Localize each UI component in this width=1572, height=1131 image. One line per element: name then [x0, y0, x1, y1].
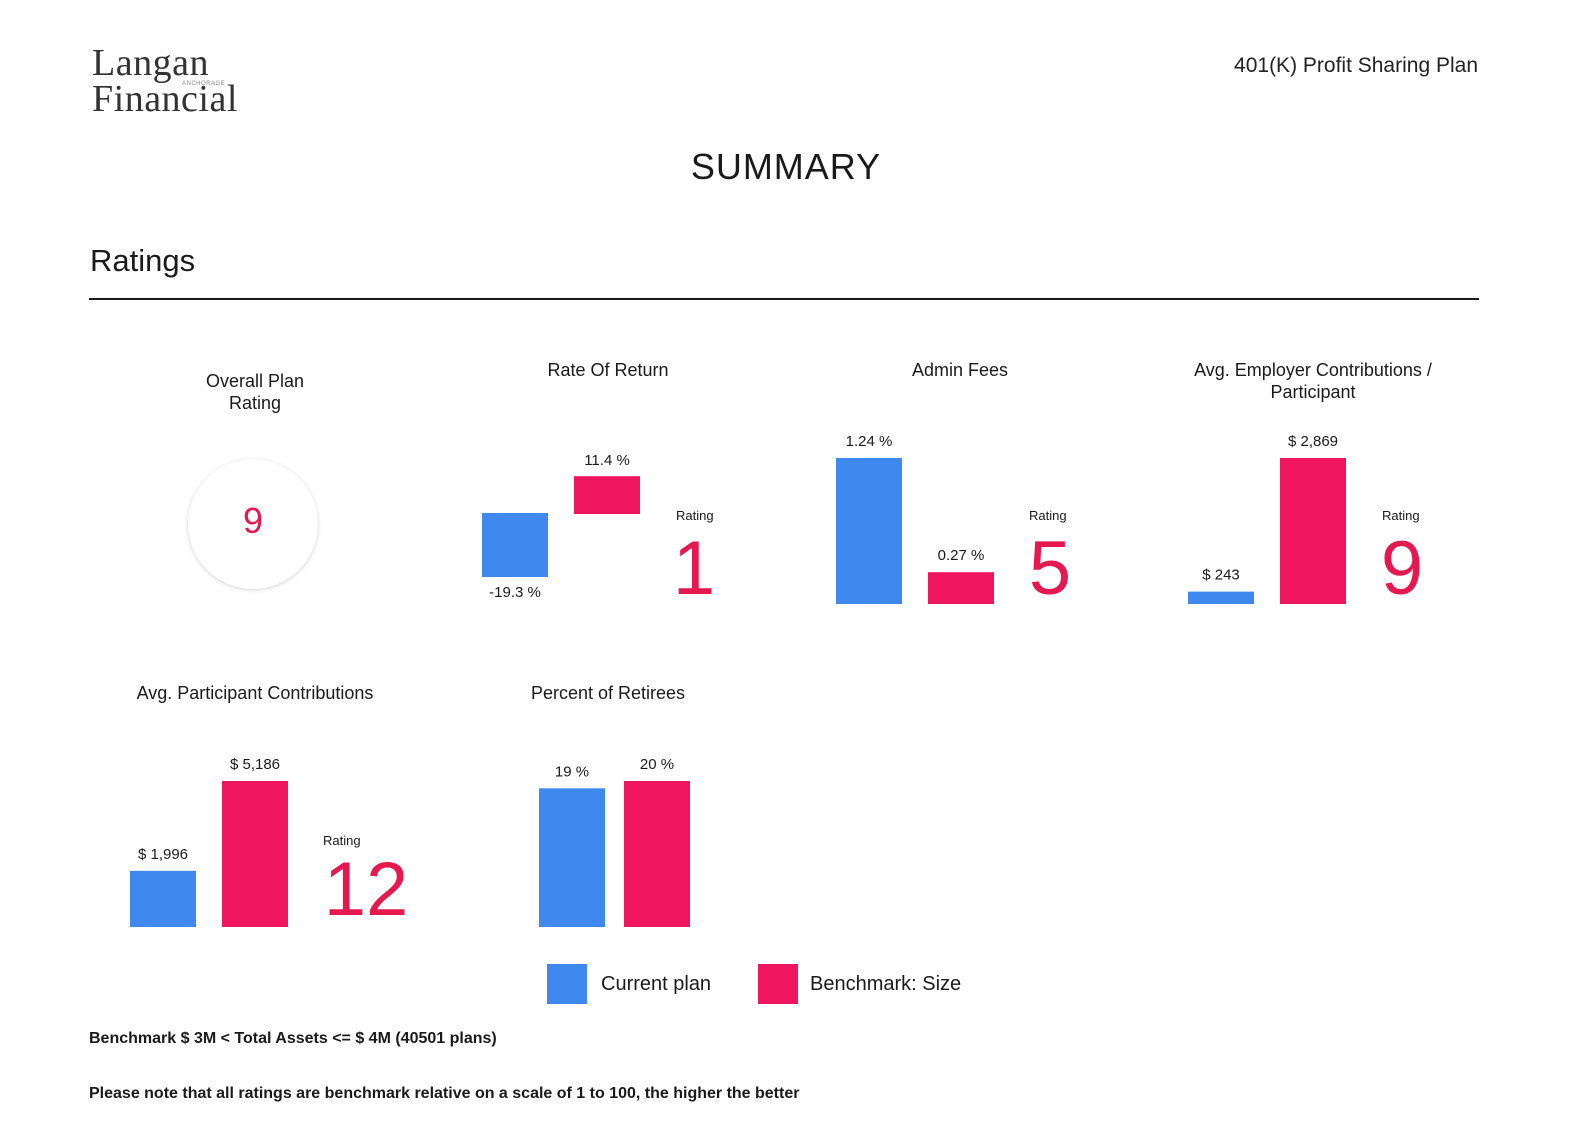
section-divider: [89, 298, 1479, 300]
overall-rating-title-line2: Rating: [228, 393, 282, 413]
overall-rating-gauge: [188, 459, 318, 589]
chart-title-employer-line2: Participant: [1270, 382, 1356, 402]
bar-label-1-current: 1.24 %: [846, 433, 893, 450]
bar-1-benchmark: [928, 572, 994, 604]
bar-4-benchmark: [624, 781, 690, 927]
chart-title-employer-line1: Avg. Employer Contributions /: [1194, 360, 1432, 380]
rating-value-0: 1: [673, 526, 715, 611]
overall-rating-title: Overall Plan Rating: [155, 370, 355, 414]
benchmark-footnote: Benchmark $ 3M < Total Assets <= $ 4M (4…: [89, 1030, 497, 1047]
bar-label-0-benchmark: 11.4 %: [584, 452, 630, 469]
legend-label-benchmark: Benchmark: Size: [810, 973, 962, 995]
rating-label-3: Rating: [323, 833, 361, 848]
rating-label-0: Rating: [676, 508, 714, 523]
bar-1-current: [836, 458, 902, 604]
bar-2-current: [1188, 591, 1254, 604]
chart-title-participant-contributions: Avg. Participant Contributions: [136, 683, 374, 703]
logo-text-line2: Financial: [92, 78, 238, 120]
rating-label-2: Rating: [1382, 508, 1420, 523]
rating-label-1: Rating: [1029, 508, 1067, 523]
chart-title-rate-of-return: Rate Of Return: [547, 360, 669, 380]
bar-label-3-current: $ 1,996: [138, 846, 188, 863]
chart-title-employer-contributions: Avg. Employer Contributions / Participan…: [1143, 359, 1483, 403]
legend-swatch-benchmark: [758, 964, 798, 1004]
legend-label-current-plan: Current plan: [601, 973, 712, 995]
bar-2-benchmark: [1280, 458, 1346, 604]
logo-tagline: ANCHORAGE: [182, 81, 226, 87]
rating-value-3: 12: [324, 847, 409, 932]
bar-label-1-benchmark: 0.27 %: [938, 547, 985, 564]
bar-3-benchmark: [222, 781, 288, 927]
bar-0-current: [482, 513, 548, 577]
bar-label-3-benchmark: $ 5,186: [230, 756, 280, 773]
overall-rating-value: 9: [242, 500, 264, 541]
company-logo: Langan ANCHORAGE Financial: [90, 44, 260, 119]
ratings-scale-note: Please note that all ratings are benchma…: [89, 1085, 800, 1102]
section-title: Ratings: [90, 243, 196, 278]
rating-value-2: 9: [1381, 526, 1423, 611]
plan-name: 401(K) Profit Sharing Plan: [1234, 54, 1478, 77]
overall-rating-title-line1: Overall Plan: [205, 371, 305, 391]
bar-label-2-benchmark: $ 2,869: [1288, 433, 1338, 450]
legend-swatch-current-plan: [547, 964, 587, 1004]
bar-3-current: [130, 870, 196, 927]
chart-title-percent-retirees: Percent of Retirees: [530, 683, 686, 703]
bar-label-4-current: 19 %: [555, 763, 589, 780]
bar-label-4-benchmark: 20 %: [640, 756, 674, 773]
page-title: SUMMARY: [690, 146, 882, 187]
bar-4-current: [539, 788, 605, 927]
rating-value-1: 5: [1029, 526, 1071, 611]
logo-text-line1: Langan: [92, 42, 209, 84]
chart-title-admin-fees: Admin Fees: [911, 360, 1009, 380]
bar-0-benchmark: [574, 476, 640, 514]
bar-label-2-current: $ 243: [1202, 567, 1240, 584]
bar-label-0-current: -19.3 %: [489, 584, 541, 601]
